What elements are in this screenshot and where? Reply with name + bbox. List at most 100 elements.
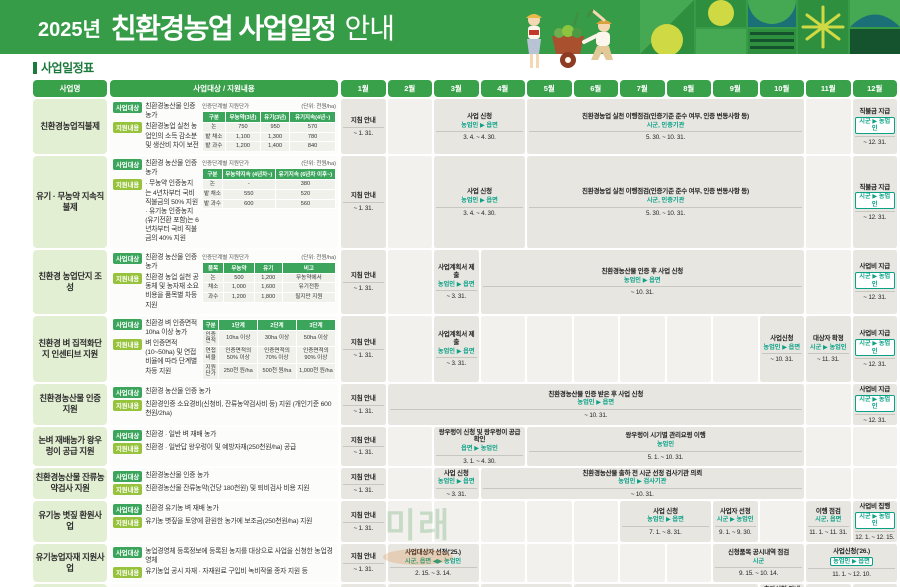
support-line: 지원내용 친환경 · 일반답 왕우렁이 및 예방자재(250천원/ha) 공급 [113,442,336,454]
timeline-event: 사업 신청 농업인 ▶ 읍면 ~ 3. 31. [434,467,479,499]
farmers-illustration [526,8,613,68]
event-actor: 농업인 ▶ 읍면 [647,516,684,524]
target-text: 친환경 농산물 인증 농가 [145,387,211,395]
column-header-detail: 사업대상 / 지원내용 [110,80,338,97]
month-cell-11 [806,249,851,314]
timeline-event: 사업 신청 농업인 ▶ 읍면 3. 4. ~ 4. 30. [434,99,525,155]
rate-table-cell: 950 [260,122,291,133]
program-detail-text: 사업대상 친환경 · 일반 벼 재배 농가 지원내용 친환경 · 일반답 왕우렁이 및… [113,429,336,456]
timeline-event: 대상자 확정 시군 ▶ 농업인 ~ 11. 31. [806,315,851,382]
event-title: 친환경농산물 인증 후 사업 신청 [601,268,684,276]
support-badge: 지원내용 [113,399,143,411]
month-cell-2 [387,99,432,155]
event-actor: 시군 ▶ 농업인 [854,192,895,210]
timeline-event: 포기물량 재배정시군 ◀▶ 농업인11. 1. ~ 11. 8. [806,583,851,587]
rate-table-header-cell: 2단계 [257,318,297,331]
table-header-row: 사업명 사업대상 / 지원내용 1월 2월 3월 4월 5월 6월 7월 8월 9월 10월 11월… [33,80,897,97]
timeline-event: 지침 안내~ 1. 31. [341,99,386,155]
event-title: 대상자 확정 [812,335,844,343]
timeline-event: 이행 점검 시군, 읍면 11. 1. ~ 11. 31. [806,500,851,542]
month-cell-11 [806,383,851,425]
rate-table-cell: 520 [274,188,337,200]
program-name: 유기농 볏짚 환원사업 [33,500,107,542]
rate-table-cell: 인증면적의 70% 이상 [257,346,297,364]
program-name: 친환경 농업단지 조성 [33,249,107,314]
timeline: 지침 안내 ~ 1. 31. 사업계획서 제출 농업인 ▶ 읍면 ~ 3. 31. 사업신… [341,315,897,382]
support-text: 친환경농업 실천 농업인의 소득 감소분 및 생산비 차이 보전 [145,123,199,149]
event-title: 사업계획서 제출 [438,331,475,347]
month-cell-3 [434,500,479,542]
month-cell-4 [480,500,525,542]
program-name: 유기질 비료 지원사업 [33,583,107,587]
rate-table-header-cell: 유기지속 (6년차 이후~) [274,168,337,181]
timeline-event: 지침 안내~ 1. 31. [341,426,386,466]
month-cell-5 [527,500,572,542]
target-badge: 사업대상 [113,386,143,398]
rate-table-cell: 1,600 [253,282,283,294]
rate-table: 구분 무농약(3년) 유기(3년) 유기지속(4년~) 논 750 950 570 밭 채소 1,… [202,111,336,153]
rate-table-caption: 인증단계별 지원단가 (단위: 천원/ha) [202,159,336,167]
rate-table-cell: 1,200 [224,141,262,153]
month-cell-5 [527,543,572,582]
event-date: ~ 3. 31. [436,290,477,300]
rate-table-cell: 밭 과수 [202,141,226,153]
event-title: 지침 안내 [350,339,376,347]
section-heading-bar [33,61,37,74]
month-cell-9 [713,315,758,382]
rate-table-cell: 과수 [201,292,225,303]
month-header-11: 11월 [806,80,851,97]
timeline-event: 직불금 지급 시군 ▶ 농업인 ~ 12. 31. [852,99,897,155]
table-row: 친환경 농업단지 조성 사업대상 친환경 농산물 인증 농가 지원내용 친환경 농업 실… [33,249,897,314]
month-header-4: 4월 [480,80,525,97]
rate-table-unit: (단위: 천원/ha) [301,104,336,110]
target-text: 친환경 농산물 인증 농가 [145,253,197,270]
event-actor: 농업인 ▶ 읍면 [623,276,661,284]
month-cell-8 [666,315,711,382]
event-date: 11. 1. ~ 11. 31. [808,525,849,536]
timeline-event: 지침 안내~ 1. 31. [341,383,386,425]
target-badge: 사업대상 [113,470,143,482]
support-text: 친환경인증 소요경비(신청비, 잔류농약검사비 등) 지원 (개인기준 600천… [145,400,332,418]
event-date: ~ 12. 31. [854,135,895,146]
support-rate-table: 구분 1단계 2단계 3단계 인증면적 10ha 이상 30ha 이상 50ha 이상 연접비율… [201,318,337,380]
timeline-event: 친환경농업 실천 이행점검(인증기준 준수 여부, 인증 변동사항 등) 시군, … [527,156,804,248]
month-cell-7 [620,315,665,382]
target-text: 농업경영체 등록정보에 등록된 농지를 대상으로 사업을 신청한 농업경영체 [145,547,333,564]
event-date: ~ 10. 31. [761,353,802,363]
event-title: 왕우렁이 시기별 관리요령 이행 [625,432,706,440]
program-name: 유기농업자재 지원사업 [33,543,107,582]
event-date: ~ 1. 31. [343,563,384,573]
timeline-event: 지침 안내~ 1. 31. [341,500,386,542]
rate-table-header-cell: 유기(3년) [260,111,291,123]
support-badge: 지원내용 [113,339,143,351]
support-text: 친환경 농업 실천 공동체 및 농자재 소요비용을 품목별 차등 지원 [145,274,199,309]
event-title: 사업계획서 제출 [438,264,475,279]
event-date: ~ 1. 31. [343,483,384,494]
event-date: ~ 1. 31. [343,349,384,359]
timeline-event: 왕우렁이 시기별 관리요령 이행 농업인 5. 1. ~ 10. 31. [527,426,804,466]
timeline-event: 비료 공급읍면 ▶ 농업인~ 9. 30. [573,583,758,587]
table-row: 친환경농산물 잔류농약검사 지원 사업대상 친환경농산물 인증 농가 지원내용 친환경농… [33,467,897,499]
support-line: 지원내용 벼 인증면적(10~50ha) 및 연접비율에 따라 단계별 차등 지원 [113,339,199,376]
support-badge: 지원내용 [113,122,143,134]
program-detail-cell: 사업대상 친환경 농산물 인증 농가 지원내용 친환경인증 소요경비(신청비, 잔류농… [110,383,338,425]
target-badge: 사업대상 [113,546,143,558]
rate-table-cell: 30ha 이상 [257,329,297,348]
support-badge: 지원내용 [113,179,143,191]
target-text: 친환경 유기농 벼 재배 농가 [145,504,219,512]
target-badge: 사업대상 [113,159,143,171]
event-date: 5. 1. ~ 10. 31. [529,450,802,461]
rate-table-cell: 380 [274,179,337,190]
event-date: 11. 1. ~ 12. 10. [808,568,895,578]
timeline-event: 친환경농업 실천 이행점검(인증기준 준수 여부, 인증 변동사항 등) 시군, … [527,99,804,155]
timeline-event: 사업비 집행 시군 ▶ 농업인 12. 1. ~ 12. 15. [852,500,897,542]
event-title: 직불금 지급 [859,183,890,191]
month-cell-8 [666,543,711,582]
timeline-event: 사업비 지급 시군 ▶ 농업인 ~ 12. 31. [852,249,897,314]
event-actor: 시군 ▶ 농업인 [809,343,847,351]
support-rate-table: 인증단계별 지원단가 (단위: 천원/ha) 구분 무농약(3년) 유기(3년) 유기지속… [202,102,336,153]
event-date: ~ 1. 31. [343,446,384,456]
target-text: 친환경농산물 인증 농가 [145,103,196,120]
event-date: ~ 12. 31. [854,291,895,301]
